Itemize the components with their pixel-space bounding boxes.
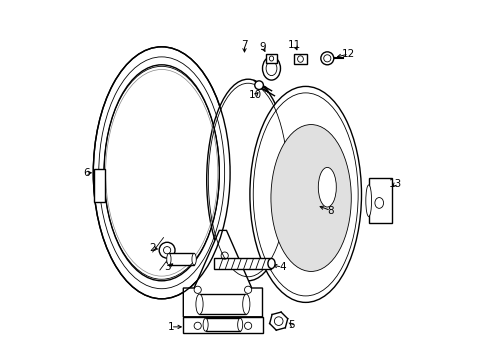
Ellipse shape	[270, 125, 350, 271]
Ellipse shape	[242, 294, 249, 314]
Ellipse shape	[159, 242, 175, 258]
Text: 12: 12	[342, 49, 355, 59]
Ellipse shape	[320, 52, 333, 65]
Polygon shape	[213, 258, 271, 269]
Text: 3: 3	[163, 262, 170, 272]
Text: 1: 1	[167, 322, 174, 332]
Text: 7: 7	[241, 40, 247, 50]
Text: 4: 4	[279, 262, 285, 272]
Ellipse shape	[254, 81, 263, 90]
Ellipse shape	[203, 318, 208, 331]
Ellipse shape	[206, 79, 289, 281]
Polygon shape	[199, 294, 246, 314]
Ellipse shape	[318, 167, 336, 207]
Ellipse shape	[192, 253, 196, 265]
Text: 10: 10	[248, 90, 262, 100]
Text: 8: 8	[327, 206, 333, 216]
Text: 13: 13	[388, 179, 402, 189]
Polygon shape	[94, 169, 104, 202]
Ellipse shape	[365, 185, 371, 216]
Text: 6: 6	[82, 168, 89, 178]
Polygon shape	[168, 253, 194, 265]
Polygon shape	[368, 178, 391, 223]
Ellipse shape	[196, 294, 203, 314]
Polygon shape	[294, 54, 306, 64]
Ellipse shape	[166, 253, 171, 265]
Text: 11: 11	[288, 40, 301, 50]
Text: 2: 2	[149, 243, 156, 253]
Polygon shape	[183, 230, 262, 317]
Ellipse shape	[267, 258, 275, 269]
Text: 5: 5	[287, 320, 294, 330]
Polygon shape	[183, 317, 262, 333]
Text: 9: 9	[259, 42, 265, 52]
Ellipse shape	[237, 318, 242, 331]
Polygon shape	[265, 54, 276, 63]
Ellipse shape	[93, 47, 230, 299]
Ellipse shape	[249, 86, 361, 302]
Polygon shape	[205, 318, 240, 331]
